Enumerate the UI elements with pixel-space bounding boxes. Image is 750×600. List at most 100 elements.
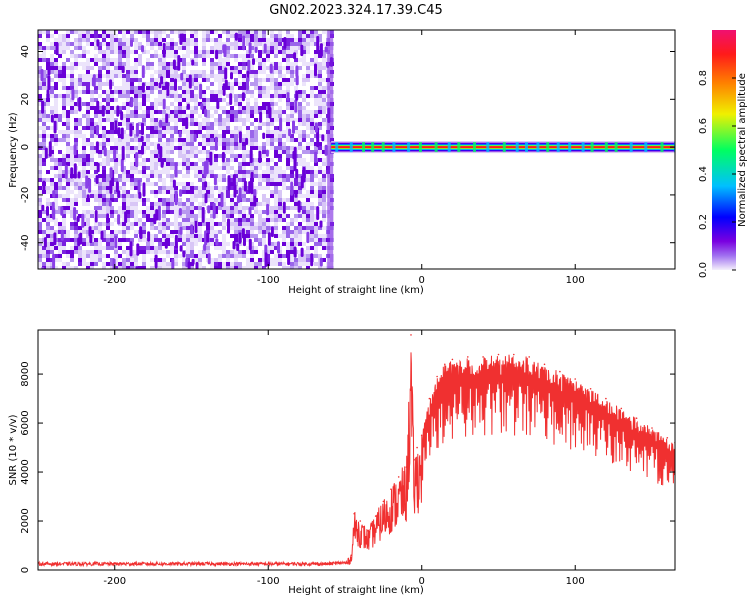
spectrogram-cell	[234, 134, 238, 138]
spectrogram-cell	[50, 250, 54, 254]
spectrogram-cell	[146, 66, 150, 70]
spectrogram-cell	[130, 90, 134, 94]
spectrogram-cell	[282, 82, 286, 86]
spectrogram-cell	[282, 198, 286, 202]
spectrogram-cell	[306, 34, 310, 38]
spectrogram-cell	[198, 238, 202, 242]
spectrogram-cell	[110, 242, 114, 246]
spectrogram-cell	[286, 38, 290, 42]
spectrogram-cell	[162, 170, 166, 174]
spectrogram-cell	[150, 210, 154, 214]
tone-blip	[418, 142, 422, 153]
spectrogram-cell	[38, 202, 42, 206]
spectrogram-cell	[226, 38, 230, 42]
spectrogram-cell	[38, 30, 42, 34]
spectrogram-cell	[290, 106, 294, 110]
spectrogram-cell	[222, 138, 226, 142]
spectrogram-cell	[122, 214, 126, 218]
spectrogram-cell	[150, 142, 154, 146]
spectrogram-cell	[130, 214, 134, 218]
spectrogram-cell	[282, 134, 286, 138]
spectrogram-streak	[222, 83, 226, 96]
spectrogram-cell	[186, 94, 190, 98]
spectrogram-cell	[102, 50, 106, 54]
spectrogram-cell	[258, 42, 262, 46]
spectrogram-cell	[78, 162, 82, 166]
spectrogram-cell	[194, 174, 198, 178]
tone-blip	[473, 142, 476, 153]
spectrogram-cell	[218, 246, 222, 250]
spectrogram-cell	[310, 170, 314, 174]
spectrogram-cell	[198, 250, 202, 254]
spectrogram-cell	[286, 114, 290, 118]
spectrogram-cell	[170, 222, 174, 226]
spectrogram-cell	[126, 142, 130, 146]
spectrogram-cell	[238, 206, 242, 210]
spectrogram-cell	[158, 186, 162, 190]
spectrogram-cell	[238, 102, 242, 106]
spectrogram-cell	[66, 190, 70, 194]
spectrogram-streak	[88, 178, 92, 193]
spectrogram-cell	[290, 74, 294, 78]
spectrogram-streak	[267, 103, 271, 114]
spectrogram-cell	[230, 42, 234, 46]
spectrogram-cell	[274, 126, 278, 130]
spectrogram-cell	[250, 218, 254, 222]
spectrogram-cell	[182, 202, 186, 206]
spectrogram-cell	[190, 30, 194, 34]
spectrogram-cell	[130, 82, 134, 86]
spectrogram-cell	[94, 106, 98, 110]
colorbar-label: Normalized spectral amplitude	[737, 73, 748, 227]
spectrogram-cell	[146, 158, 150, 162]
spectrogram-cell	[242, 222, 246, 226]
spectrogram-cell	[222, 70, 226, 74]
spectrogram-cell	[70, 226, 74, 230]
spectrogram-cell	[66, 138, 70, 142]
spectrogram-cell	[246, 250, 250, 254]
spectrogram-cell	[210, 126, 214, 130]
spectrogram-cell	[230, 86, 234, 90]
spectrogram-cell	[230, 182, 234, 186]
spectrogram-cell	[86, 226, 90, 230]
spectrogram-streak	[159, 119, 163, 128]
spectrogram-cell	[170, 126, 174, 130]
spectrogram-cell	[282, 170, 286, 174]
spectrogram-cell	[226, 138, 230, 142]
spectrogram-cell	[142, 134, 146, 138]
spectrogram-cell	[126, 218, 130, 222]
spectrogram-cell	[106, 226, 110, 230]
spectrogram-cell	[286, 230, 290, 234]
spectrogram-cell	[98, 46, 102, 50]
spectrogram-cell	[154, 118, 158, 122]
spectrogram-cell	[258, 162, 262, 166]
tone-blip	[392, 142, 396, 153]
spectrogram-streak	[141, 122, 144, 135]
spectrogram-cell	[42, 82, 46, 86]
spectrogram-cell	[298, 58, 302, 62]
spectrogram-cell	[198, 50, 202, 54]
spectrogram-cell	[254, 106, 258, 110]
spectrogram-cell	[222, 194, 226, 198]
spectrogram-streak	[214, 136, 218, 151]
spectrogram-cell	[54, 206, 58, 210]
spectrogram-cell	[158, 34, 162, 38]
spectrogram-cell	[322, 50, 326, 54]
spectrogram-cell	[62, 50, 66, 54]
colorbar-tick-label: 0.8	[698, 70, 709, 86]
spectrogram-streak	[222, 44, 226, 54]
spectrogram-cell	[98, 118, 102, 122]
spectrogram-streak	[190, 224, 194, 235]
spectrogram-cell	[50, 146, 54, 150]
spectrogram-cell	[310, 90, 314, 94]
spectrogram-cell	[230, 198, 234, 202]
spectrogram-cell	[318, 266, 322, 269]
spectrogram-streak	[295, 65, 299, 78]
spectrogram-cell	[74, 58, 78, 62]
spectrogram-cell	[302, 258, 306, 262]
spectrogram-cell	[130, 174, 134, 178]
spectrogram-cell	[98, 150, 102, 154]
spectrogram-cell	[74, 138, 78, 142]
spectrogram-cell	[130, 30, 134, 34]
spectrogram-cell	[126, 210, 130, 214]
spectrogram-cell	[258, 78, 262, 82]
